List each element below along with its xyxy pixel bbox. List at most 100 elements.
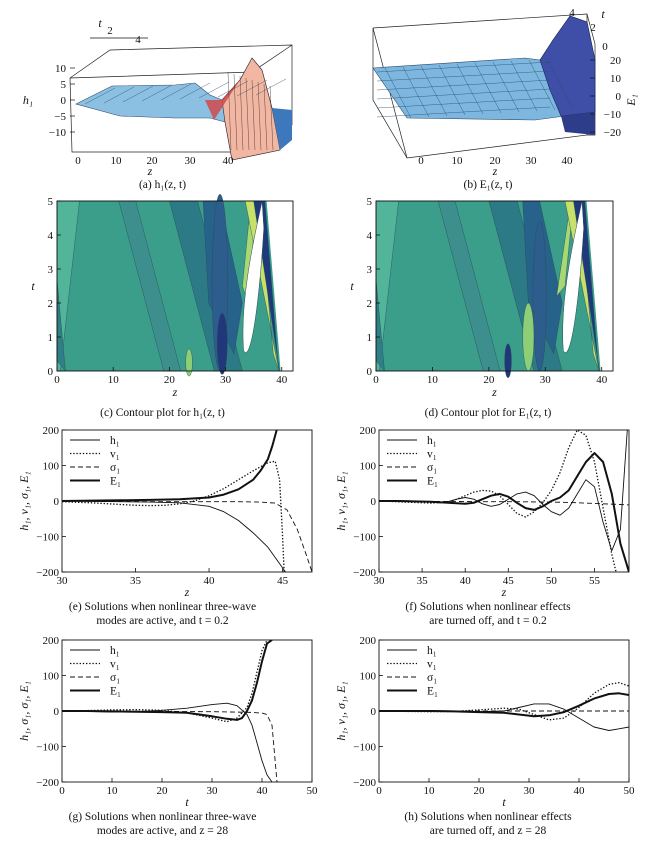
caption-d: (d) Contour plot for E₁(z, t) bbox=[424, 407, 552, 419]
surface-grid-line bbox=[384, 67, 412, 119]
y-tick-label: −200 bbox=[36, 567, 59, 579]
legend-label-3: σ₁ bbox=[110, 672, 120, 684]
x-tick-label: 40 bbox=[204, 575, 216, 587]
x-tick-label: 30 bbox=[526, 155, 538, 167]
contour-plot-d: 0 10 20 30 40 0 1 2 3 4 5 z t bbox=[350, 196, 614, 399]
x-tick-label: 10 bbox=[111, 155, 123, 167]
caption-g: (g) Solutions when nonlinear three-wave … bbox=[0, 810, 325, 838]
contour-plot-c: 0 10 20 30 40 0 1 2 3 4 5 z t bbox=[31, 193, 294, 399]
surface-grid-line bbox=[103, 86, 135, 104]
legend-label-1: h₁ bbox=[427, 435, 437, 447]
legend-label-4: E₁ bbox=[110, 476, 121, 488]
x-tick-label: 50 bbox=[624, 785, 636, 797]
legend-label-1: h₁ bbox=[427, 645, 437, 657]
surface-grid-line bbox=[255, 78, 287, 96]
panel-e: 30 35 40 45 −200 −100 0 100 200 z h₁, v₁, σ₁, E₁ h₁… bbox=[0, 422, 325, 632]
caption-h-line1: (h) Solutions when nonlinear effects bbox=[404, 811, 572, 823]
y-tick-label: −200 bbox=[36, 777, 59, 789]
x-tick-label: 30 bbox=[207, 785, 219, 797]
x-tick-label: 40 bbox=[257, 785, 269, 797]
x-tick-label: 55 bbox=[589, 575, 601, 587]
contour-white-lobe bbox=[242, 200, 265, 353]
x-tick-label: 50 bbox=[307, 785, 319, 797]
legend-label-2: v₁ bbox=[110, 659, 120, 671]
y-tick-label: 0 bbox=[371, 706, 377, 718]
legend-label-4: E₁ bbox=[427, 476, 438, 488]
z-tick-label: −10 bbox=[604, 109, 622, 121]
surface-grid-line bbox=[239, 75, 244, 151]
z-tick-label: 10 bbox=[610, 73, 622, 85]
series-line-4 bbox=[62, 430, 278, 502]
z-axis-label: h₁ bbox=[23, 93, 33, 107]
t-tick-label: 4 bbox=[135, 34, 141, 46]
x-axis-label: z bbox=[501, 585, 507, 599]
contour-band bbox=[522, 302, 535, 372]
caption-f-line2: are turned off, and t = 0.2 bbox=[429, 615, 547, 627]
surface-grid-line bbox=[376, 79, 551, 91]
x-axis-label: z bbox=[492, 164, 498, 178]
caption-f-line1: (f) Solutions when nonlinear effects bbox=[405, 601, 571, 613]
surface-grid-line bbox=[376, 88, 551, 100]
y-tick-label: 200 bbox=[360, 425, 377, 437]
x-tick-label: 20 bbox=[157, 785, 169, 797]
x-tick-label: 40 bbox=[276, 374, 288, 386]
surface-grid-line bbox=[269, 85, 274, 151]
x-axis-label: z bbox=[491, 385, 497, 399]
line-plot-e: 30 35 40 45 −200 −100 0 100 200 z h₁, v₁, σ₁, E₁ h₁… bbox=[17, 425, 313, 599]
x-axis-label: t bbox=[185, 795, 189, 809]
series-line-1 bbox=[62, 702, 273, 782]
surface-grid-line bbox=[236, 79, 268, 97]
z-tick-label: 10 bbox=[55, 63, 67, 75]
x-tick-label: 20 bbox=[483, 374, 495, 386]
x-tick-label: 10 bbox=[107, 785, 119, 797]
caption-h: (h) Solutions when nonlinear effects are… bbox=[325, 810, 651, 838]
y-tick-label: 2 bbox=[367, 298, 373, 310]
surface-grid-line bbox=[402, 66, 430, 118]
y-tick-label: 0 bbox=[48, 366, 54, 378]
series-line-4 bbox=[379, 452, 629, 572]
y-tick-label: −100 bbox=[353, 742, 376, 754]
t-tick-label: 2 bbox=[590, 22, 596, 34]
x-axis-label: z bbox=[147, 164, 153, 178]
x-tick-label: 0 bbox=[59, 785, 65, 797]
x-tick-label: 20 bbox=[164, 374, 176, 386]
x-tick-label: 30 bbox=[57, 575, 69, 587]
plot-frame bbox=[56, 200, 294, 372]
surface-grid-line bbox=[233, 73, 238, 151]
y-tick-label: 1 bbox=[48, 332, 54, 344]
x-tick-label: 35 bbox=[417, 575, 429, 587]
x-tick-label: 45 bbox=[503, 575, 515, 587]
line-plot-h: 0 10 20 30 40 50 −200 −100 0 100 200 t h₁, v₁, σ₁, E… bbox=[334, 635, 636, 809]
x-tick-label: 20 bbox=[147, 155, 159, 167]
y-tick-label: 2 bbox=[48, 298, 54, 310]
x-tick-label: 30 bbox=[185, 155, 197, 167]
series-line-4 bbox=[62, 640, 273, 721]
x-tick-label: 10 bbox=[452, 155, 464, 167]
surface-grid-line bbox=[179, 82, 211, 100]
x-tick-label: 0 bbox=[373, 374, 379, 386]
surface-grid-line bbox=[122, 85, 154, 103]
x-tick-label: 0 bbox=[75, 155, 81, 167]
x-tick-label: 10 bbox=[427, 374, 439, 386]
panel-d: 0 10 20 30 40 0 1 2 3 4 5 z t (d) Contour plot for E… bbox=[325, 195, 651, 420]
legend-label-1: h₁ bbox=[110, 435, 120, 447]
surface-grid-line bbox=[376, 106, 551, 118]
contour-band bbox=[532, 221, 547, 372]
caption-f: (f) Solutions when nonlinear effects are… bbox=[325, 600, 651, 628]
series-line-3 bbox=[62, 500, 312, 572]
contour-band bbox=[216, 313, 228, 375]
y-tick-label: 100 bbox=[43, 461, 60, 473]
x-tick-label: 30 bbox=[374, 575, 386, 587]
y-tick-label: −100 bbox=[36, 742, 59, 754]
series-line-2 bbox=[62, 640, 268, 723]
x-tick-label: 10 bbox=[108, 374, 120, 386]
surface-grid-line bbox=[546, 58, 574, 110]
y-tick-label: 3 bbox=[48, 264, 54, 276]
y-tick-label: 100 bbox=[360, 461, 377, 473]
legend-label-4: E₁ bbox=[110, 686, 121, 698]
series-group bbox=[379, 681, 629, 731]
contour-band bbox=[504, 343, 512, 379]
caption-h-line2: are turned off, and z = 28 bbox=[429, 825, 547, 837]
x-tick-label: 30 bbox=[220, 374, 232, 386]
x-tick-label: 0 bbox=[376, 785, 382, 797]
